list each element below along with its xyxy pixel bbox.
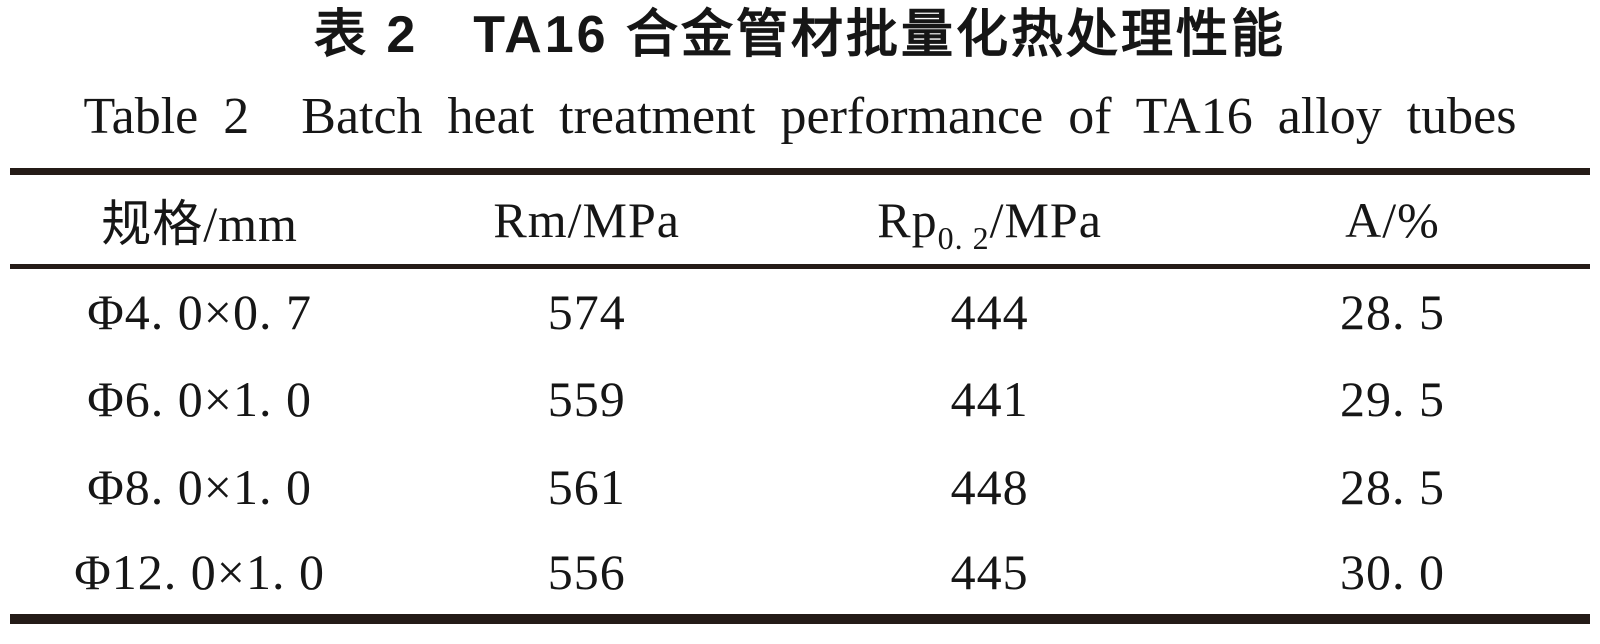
cell-rp: 444 (950, 283, 1029, 340)
cell-a: 28. 5 (1339, 458, 1445, 515)
cell-spec: Φ4. 0×0. 7 (87, 283, 312, 340)
rp-base: Rp (877, 191, 938, 248)
table-body: Φ4. 0×0. 7 574 444 28. 5 Φ6. 0×1. 0 559 … (10, 267, 1590, 619)
cell-rm: 559 (547, 370, 626, 427)
table-title-en: Table 2 Batch heat treatment performance… (83, 88, 1517, 145)
cell-spec: Φ6. 0×1. 0 (87, 370, 312, 427)
cell-rm: 561 (547, 458, 626, 515)
cell-rm: 556 (547, 544, 626, 600)
cell-rp: 448 (950, 458, 1029, 515)
col-header-a: A/% (1345, 191, 1440, 248)
table-row: Φ12. 0×1. 0 556 445 30. 0 (10, 531, 1590, 619)
cell-a: 29. 5 (1339, 370, 1445, 427)
table-title-zh: 表 2 TA16 合金管材批量化热处理性能 (313, 6, 1287, 64)
batch-heat-treatment-table: 规格/mm Rm/MPa Rp0. 2/MPa A/% Φ4. 0×0. 7 5… (10, 168, 1590, 624)
cell-rp: 445 (950, 544, 1029, 600)
header-row: 规格/mm Rm/MPa Rp0. 2/MPa A/% (10, 172, 1590, 267)
table-container: 规格/mm Rm/MPa Rp0. 2/MPa A/% Φ4. 0×0. 7 5… (10, 168, 1590, 624)
rp-subscript: 0. 2 (937, 219, 990, 256)
col-header-spec: 规格/mm (101, 195, 298, 252)
rp-unit: /MPa (989, 191, 1102, 248)
cell-spec: Φ12. 0×1. 0 (74, 544, 325, 600)
cell-spec: Φ8. 0×1. 0 (87, 458, 312, 515)
col-header-rp: Rp0. 2/MPa (784, 172, 1195, 267)
cell-a: 28. 5 (1339, 283, 1445, 340)
table-row: Φ8. 0×1. 0 561 448 28. 5 (10, 443, 1590, 531)
table-header: 规格/mm Rm/MPa Rp0. 2/MPa A/% (10, 172, 1590, 267)
cell-rm: 574 (547, 283, 626, 340)
cell-rp: 441 (950, 370, 1029, 427)
table-row: Φ4. 0×0. 7 574 444 28. 5 (10, 267, 1590, 355)
cell-a: 30. 0 (1339, 544, 1445, 600)
table-row: Φ6. 0×1. 0 559 441 29. 5 (10, 355, 1590, 443)
col-header-rm: Rm/MPa (493, 191, 680, 248)
